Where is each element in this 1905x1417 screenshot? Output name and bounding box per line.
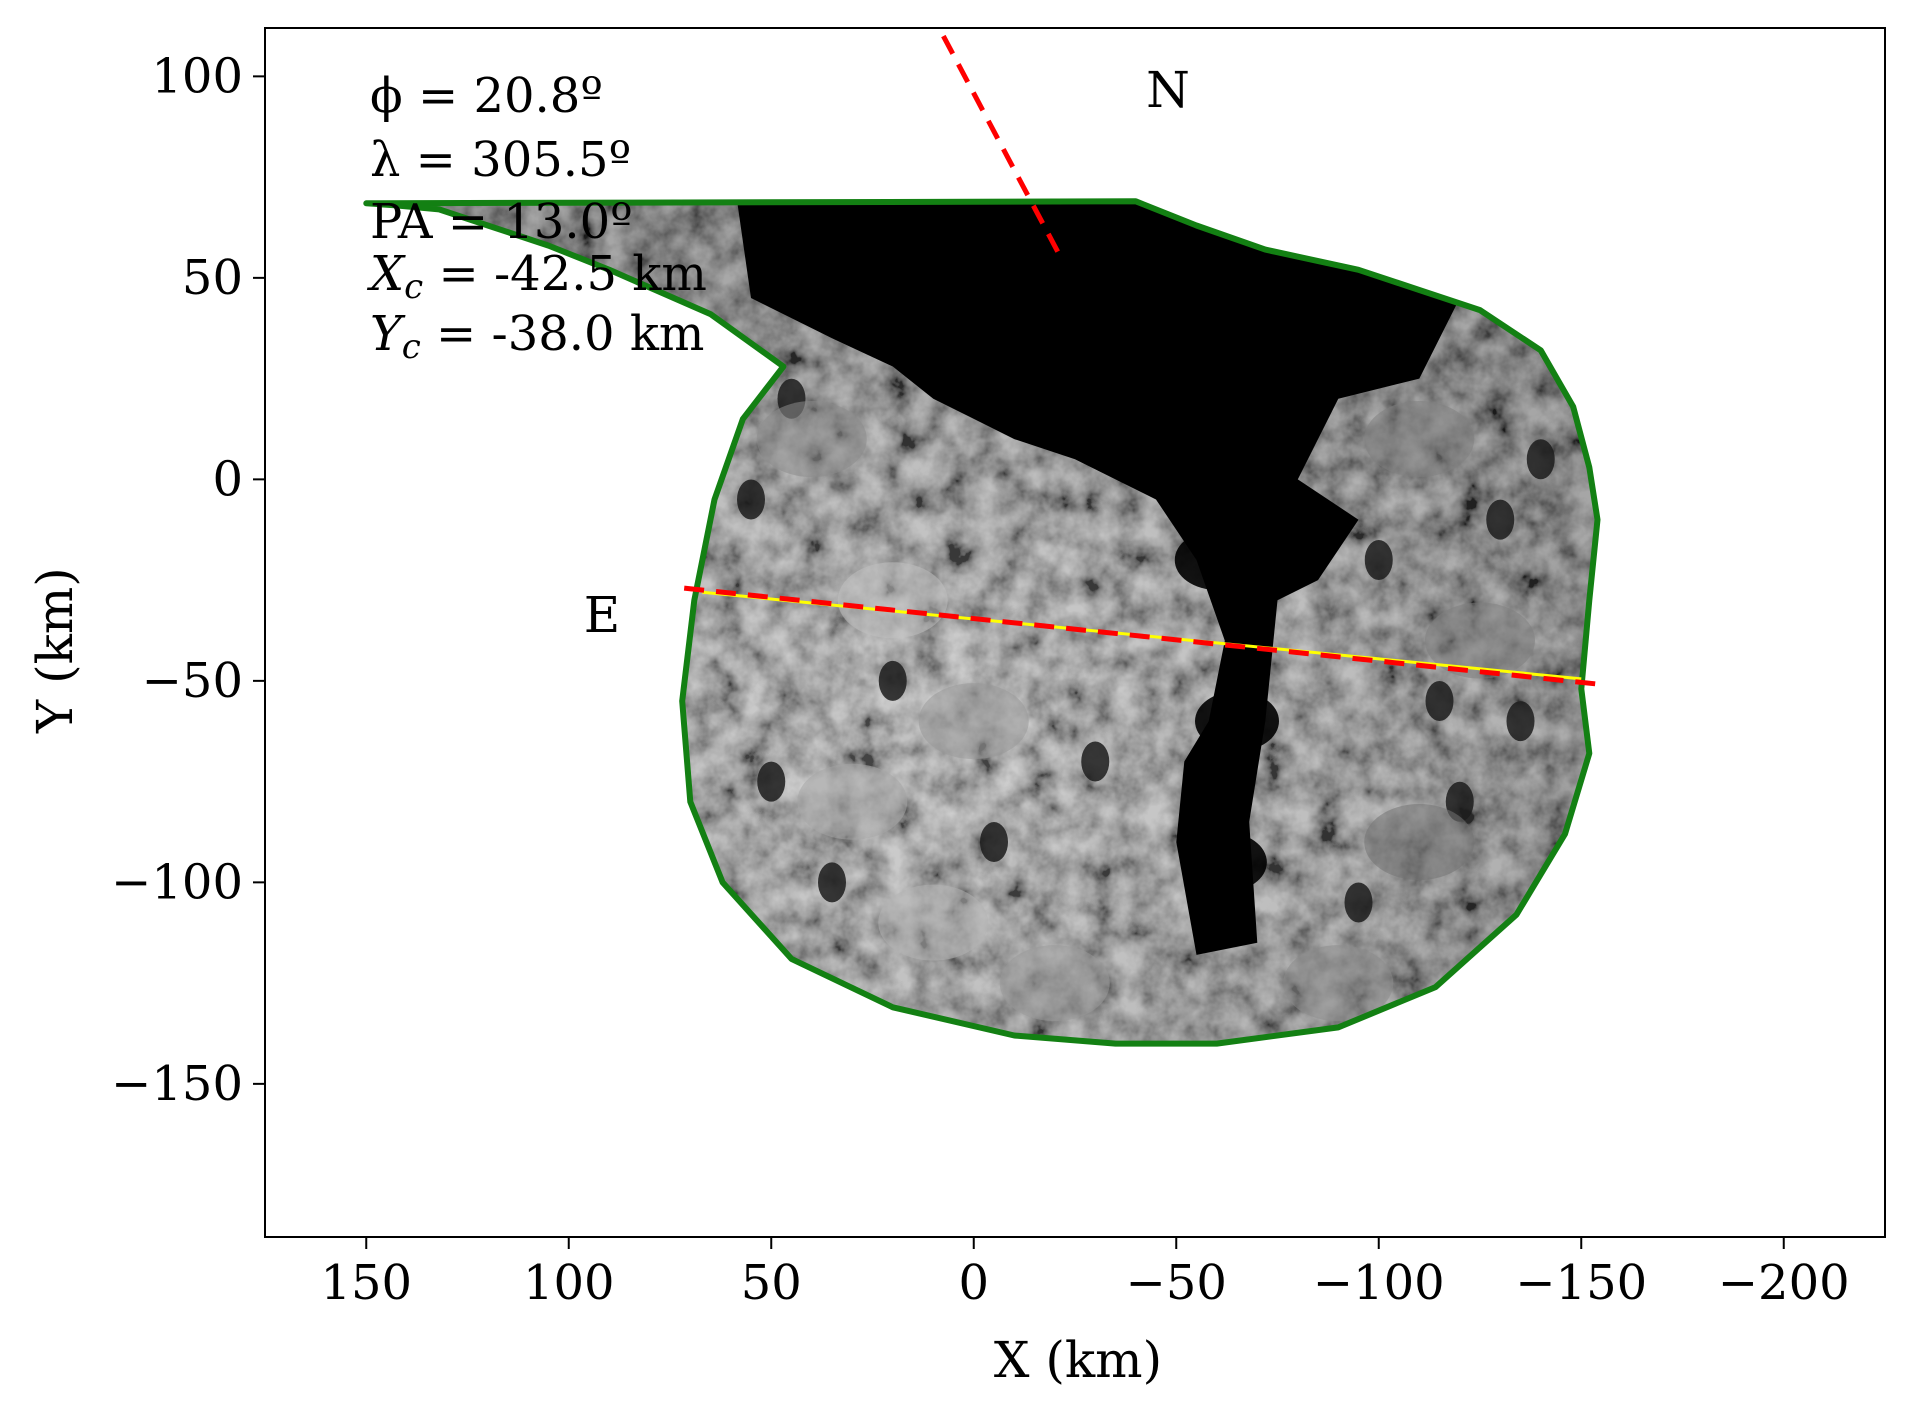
y-tick-label: −150	[111, 1056, 243, 1112]
east-axis-line	[683, 585, 1606, 688]
image-sample-0	[1012, 247, 1097, 308]
crater-11	[1506, 701, 1535, 742]
image-sample-16	[1283, 945, 1394, 1022]
image-sample-15	[1364, 804, 1475, 881]
x-tick-label: 150	[320, 1255, 412, 1311]
limb-contour	[363, 198, 1601, 1047]
image-sample-14	[1425, 602, 1535, 679]
crater-10	[1445, 781, 1474, 822]
image-sample-4	[1174, 529, 1259, 590]
image-sample-5	[1195, 691, 1279, 752]
image-sample-13	[1364, 401, 1475, 478]
crater-4	[878, 660, 907, 701]
crater-12	[1344, 882, 1373, 923]
crater-6	[1081, 741, 1110, 782]
image-sample-6	[1182, 832, 1267, 893]
image-sample-8	[837, 562, 948, 639]
x-tick-label: −200	[1718, 1255, 1850, 1311]
xc-annotation: Xc = -42.5 km	[366, 246, 707, 307]
crater-2	[757, 761, 786, 802]
image-sample-10	[797, 763, 908, 840]
y-tick-label: −100	[111, 854, 243, 910]
x-axis-ticks: 150 100 50 0 −50 −100 −150 −200	[320, 1237, 1850, 1311]
y-axis-label: Y (km)	[26, 567, 84, 734]
x-tick-label: 50	[741, 1255, 802, 1311]
x-tick-label: −50	[1126, 1255, 1227, 1311]
image-sample-12	[999, 945, 1110, 1022]
y-tick-label: 50	[182, 250, 243, 306]
x-tick-label: −150	[1515, 1255, 1647, 1311]
y-tick-label: 100	[151, 48, 243, 104]
crater-7	[1364, 539, 1393, 580]
y-tick-label: 0	[212, 451, 243, 507]
north-label: N	[1146, 61, 1190, 119]
y-tick-label: −50	[142, 653, 243, 709]
crater-13	[1526, 439, 1555, 480]
image-sample-9	[918, 683, 1029, 760]
image-sample-7	[756, 401, 867, 478]
image-sample-1	[1154, 268, 1239, 329]
y-axis-ticks: 100 50 0 −50 −100 −150	[111, 48, 265, 1112]
crater-3	[818, 862, 846, 903]
image-sample-11	[878, 884, 989, 961]
lambda-annotation: λ = 305.5º	[370, 132, 631, 188]
x-tick-label: 0	[958, 1255, 989, 1311]
crater-8	[1425, 681, 1454, 722]
north-axis-line	[941, 34, 1062, 255]
bright-patches	[756, 401, 1535, 1022]
image-sample-2	[1255, 328, 1340, 389]
yc-annotation: Yc = -38.0 km	[370, 306, 704, 367]
crater-5	[980, 822, 1008, 863]
x-axis-label: X (km)	[994, 1331, 1162, 1389]
x-tick-label: −100	[1313, 1255, 1445, 1311]
crater-1	[737, 479, 765, 520]
phi-annotation: ϕ = 20.8º	[370, 68, 603, 124]
x-tick-label: 100	[523, 1255, 615, 1311]
geometry-annotations: ϕ = 20.8º λ = 305.5º PA = 13.0º Xc = -42…	[366, 68, 707, 367]
crater-marks	[737, 247, 1555, 923]
image-sample-3	[1134, 409, 1219, 470]
pa-annotation: PA = 13.0º	[370, 194, 633, 250]
east-label: E	[584, 586, 621, 644]
crater-9	[1486, 499, 1515, 540]
axes-frame	[264, 27, 1886, 1238]
